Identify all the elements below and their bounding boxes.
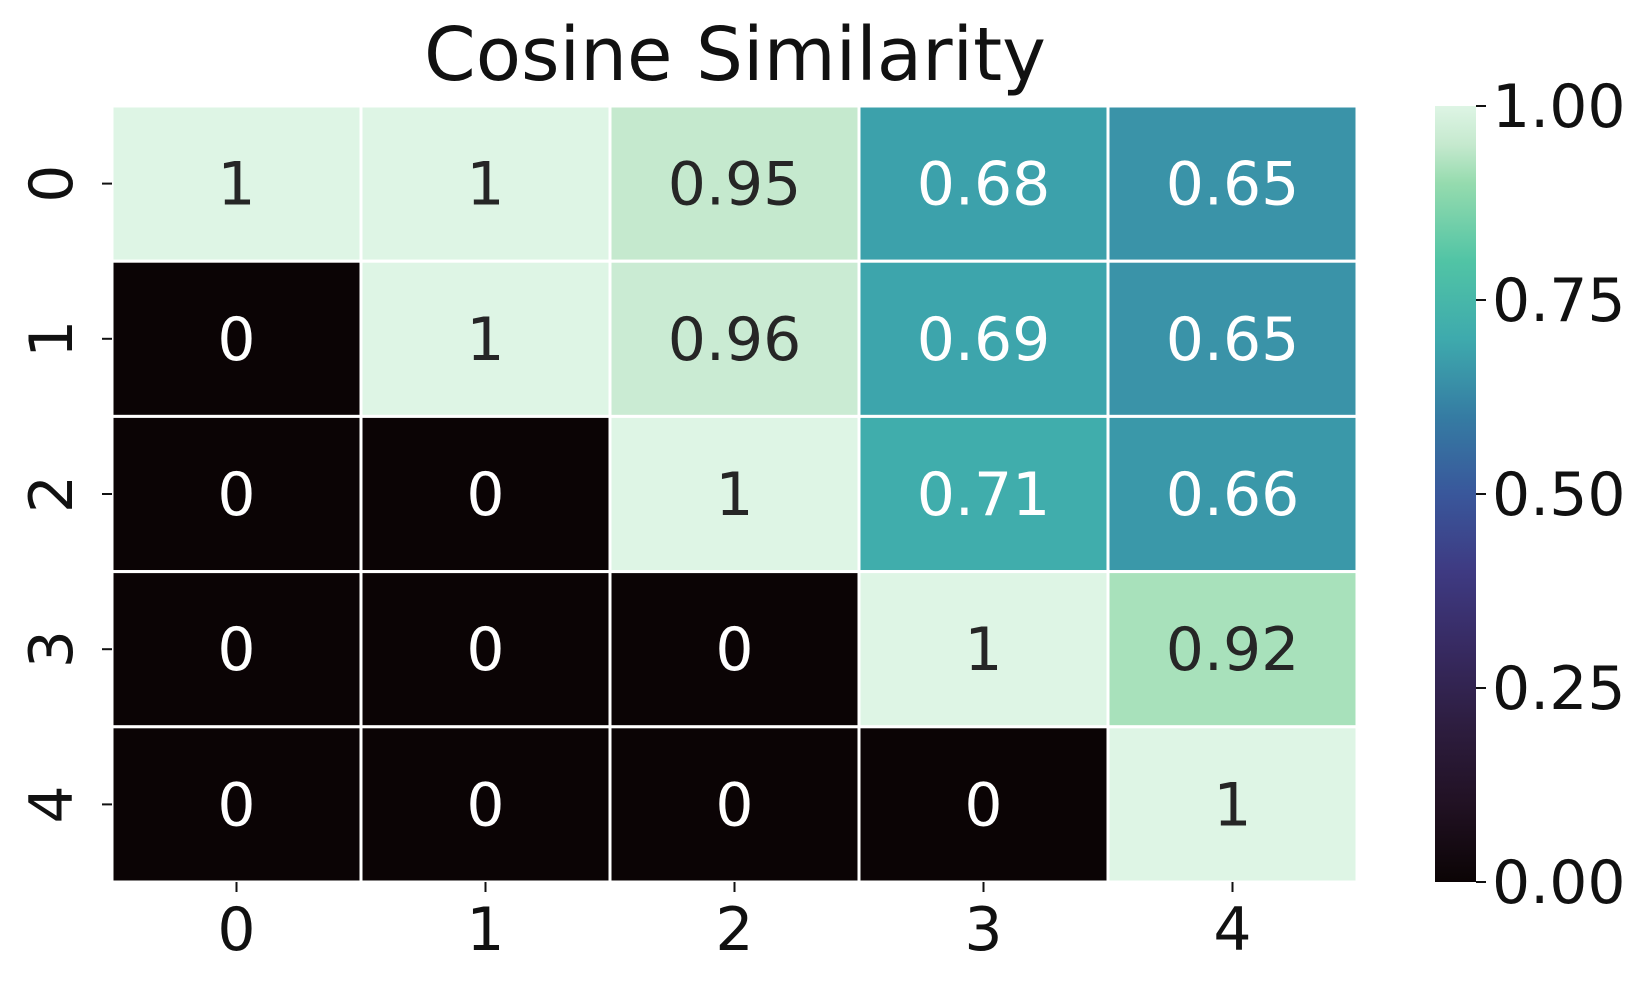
heatmap-cell-r4-c1 — [359, 725, 612, 884]
heatmap-cell-label-r4-c1: 0 — [466, 770, 504, 840]
heatmap-cell-label-r3-c3: 1 — [964, 615, 1002, 685]
heatmap-cell-r4-c4 — [1106, 725, 1359, 884]
heatmap-cell-label-r3-c1: 0 — [466, 615, 504, 685]
heatmap-cell-label-r2-c2: 1 — [715, 460, 753, 530]
x-tick-label-2: 2 — [715, 895, 753, 965]
y-tick-label-3: 3 — [17, 630, 87, 668]
heatmap-cell-r0-c0 — [110, 104, 363, 263]
heatmap-cell-r1-c2 — [608, 259, 861, 418]
colorbar-ticks: 0.00 0.25 0.50 0.75 1.00 — [1476, 72, 1626, 918]
heatmap-cell-label-r0-c2: 0.95 — [668, 150, 802, 220]
heatmap-cell-r2-c1 — [359, 414, 612, 574]
heatmap-cell-label-r4-c4: 1 — [1213, 770, 1251, 840]
colorbar: 0.00 0.25 0.50 0.75 1.00 — [1435, 72, 1626, 918]
heatmap-cells: 1 1 0.95 0.68 0.65 0 1 0.96 0.69 0.65 0 0 1 0.71 0.66 0… — [110, 104, 1359, 884]
heatmap-cell-r3-c3 — [857, 570, 1110, 729]
heatmap-cell-label-r2-c1: 0 — [466, 460, 504, 530]
y-axis: 0 1 2 3 4 — [17, 165, 112, 823]
heatmap-cell-label-r1-c0: 0 — [217, 305, 255, 375]
heatmap-cell-label-r1-c3: 0.69 — [917, 305, 1051, 375]
colorbar-tick-label-2: 0.50 — [1492, 460, 1626, 530]
heatmap-cell-label-r0-c1: 1 — [466, 150, 504, 220]
x-tick-label-4: 4 — [1213, 895, 1251, 965]
heatmap-cell-r3-c1 — [359, 570, 612, 729]
heatmap-cell-label-r3-c0: 0 — [217, 615, 255, 685]
heatmap-cell-r0-c2 — [608, 104, 861, 263]
heatmap-cell-label-r1-c1: 1 — [466, 305, 504, 375]
colorbar-tick-label-4: 1.00 — [1492, 72, 1626, 142]
heatmap-cell-r3-c4 — [1106, 570, 1359, 729]
x-tick-label-0: 0 — [217, 895, 255, 965]
colorbar-tick-label-1: 0.25 — [1492, 654, 1626, 724]
heatmap-cell-r1-c4 — [1106, 259, 1359, 418]
heatmap-cell-label-r1-c4: 0.65 — [1166, 305, 1300, 375]
heatmap-cell-r0-c3 — [857, 104, 1110, 263]
heatmap-cell-label-r0-c4: 0.65 — [1166, 150, 1300, 220]
y-tick-label-1: 1 — [17, 320, 87, 358]
y-tick-label-4: 4 — [17, 785, 87, 823]
y-tick-label-2: 2 — [17, 475, 87, 513]
heatmap-cell-label-r3-c4: 0.92 — [1166, 615, 1300, 685]
heatmap-cell-label-r1-c2: 0.96 — [668, 305, 802, 375]
heatmap-cell-label-r2-c0: 0 — [217, 460, 255, 530]
heatmap-cell-label-r4-c2: 0 — [715, 770, 753, 840]
colorbar-tick-label-3: 0.75 — [1492, 266, 1626, 336]
heatmap-cell-label-r0-c3: 0.68 — [917, 150, 1051, 220]
x-axis: 0 1 2 3 4 — [217, 882, 1252, 965]
heatmap-cell-r4-c0 — [110, 725, 363, 884]
heatmap-cell-label-r4-c0: 0 — [217, 770, 255, 840]
colorbar-gradient — [1435, 106, 1476, 882]
heatmap-cell-label-r0-c0: 1 — [217, 150, 255, 220]
heatmap-cell-r3-c2 — [608, 570, 861, 729]
heatmap-cell-label-r4-c3: 0 — [964, 770, 1002, 840]
heatmap-cell-label-r3-c2: 0 — [715, 615, 753, 685]
heatmap-cell-label-r2-c3: 0.71 — [917, 460, 1051, 530]
heatmap-cell-r2-c3 — [857, 414, 1110, 574]
heatmap-cell-r4-c2 — [608, 725, 861, 884]
y-tick-label-0: 0 — [17, 165, 87, 203]
chart-title: Cosine Similarity — [424, 12, 1046, 98]
heatmap-cell-r0-c1 — [359, 104, 612, 263]
colorbar-tick-label-0: 0.00 — [1492, 848, 1626, 918]
heatmap-cell-label-r2-c4: 0.66 — [1166, 460, 1300, 530]
x-tick-label-3: 3 — [964, 895, 1002, 965]
x-tick-label-1: 1 — [466, 895, 504, 965]
